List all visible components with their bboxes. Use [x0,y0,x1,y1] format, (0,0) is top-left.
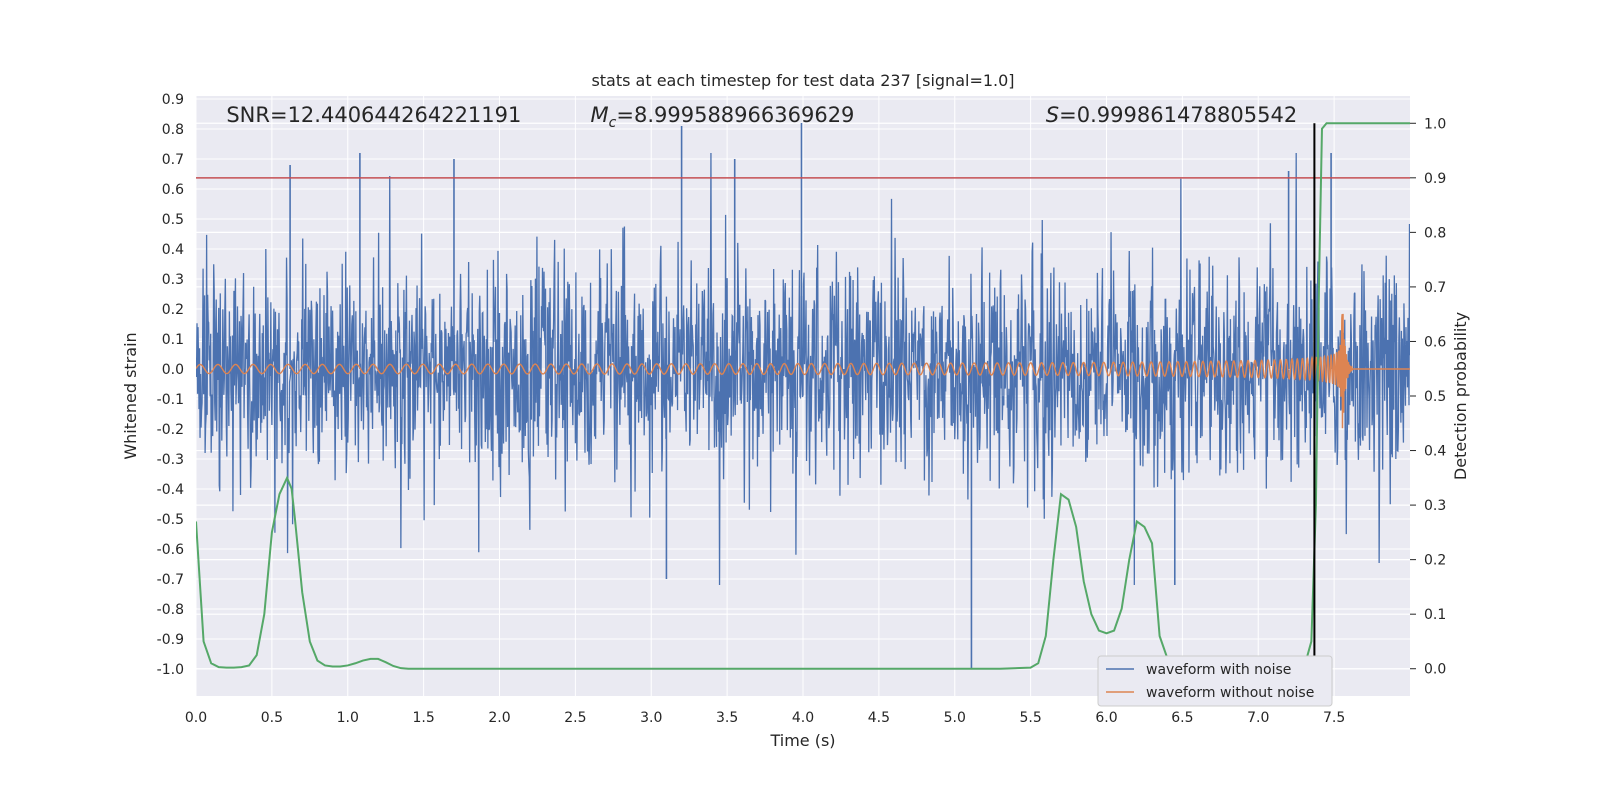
y2-tick-label: 0.7 [1424,280,1446,296]
y-tick-label: -0.6 [157,542,184,558]
y-tick-label: -0.8 [157,602,184,618]
y-tick-label: 0.3 [162,272,184,288]
x-tick-label: 1.5 [412,710,434,726]
y2-tick-label: 0.4 [1424,444,1446,460]
y-tick-label: -0.2 [157,422,184,438]
y-tick-label: 0.5 [162,212,184,228]
legend: waveform with noise waveform without noi… [1097,655,1333,707]
y2-tick-label: 0.9 [1424,171,1446,187]
series-layer [196,122,1410,670]
y-axis-ticks: 0.9 0.8 0.7 0.6 0.5 0.4 0.3 0.2 0.1 0.0 -0.1 -0.2 -0… [157,92,184,678]
chart-title: stats at each timestep for test data 237… [591,71,1014,90]
mc-subscript: c [609,115,617,131]
y2-tick-label: 0.5 [1424,389,1446,405]
y-tick-label: -0.3 [157,452,184,468]
x-tick-label: 4.5 [868,710,890,726]
y-tick-label: 0.4 [162,242,184,258]
x-tick-label: 5.5 [1019,710,1041,726]
mc-value: =8.999588966369629 [616,103,854,127]
legend-label-with-noise: waveform with noise [1146,662,1291,678]
s-annotation: S=0.999861478805542 [1046,103,1297,127]
snr-annotation: SNR=12.440644264221191 [226,103,521,127]
x-tick-label: 2.0 [488,710,510,726]
y-axis-label: Whitened strain [121,332,140,459]
chirp-mass-annotation: Mc=8.999588966369629 [591,103,855,131]
y-tick-label: -0.4 [157,482,184,498]
x-tick-label: 7.5 [1323,710,1345,726]
series-waveform-with-noise [196,152,1410,586]
mc-symbol: M [591,103,609,127]
y2-tick-label: 1.0 [1424,116,1446,132]
y-tick-label: 0.8 [162,122,184,138]
x-tick-label: 1.0 [337,710,359,726]
x-tick-label: 2.5 [564,710,586,726]
x-tick-label: 6.0 [1095,710,1117,726]
y-tick-label: 0.7 [162,152,184,168]
legend-label-without-noise: waveform without noise [1146,685,1314,701]
x-tick-label: 4.0 [792,710,814,726]
y2-tick-label: 0.3 [1424,498,1446,514]
y2-axis-label: Detection probability [1451,312,1470,480]
y-tick-label: 0.0 [162,362,184,378]
y2-tick-label: 0.6 [1424,334,1446,350]
y-tick-label: 0.1 [162,332,184,348]
y-tick-label: 0.2 [162,302,184,318]
y2-tick-label: 0.8 [1424,225,1446,241]
y-tick-label: 0.6 [162,182,184,198]
x-tick-label: 3.0 [640,710,662,726]
x-tick-label: 0.5 [261,710,283,726]
x-tick-label: 3.5 [716,710,738,726]
y2-tick-label: 0.1 [1424,607,1446,623]
x-tick-label: 6.5 [1171,710,1193,726]
legend-box [1097,655,1333,707]
y2-tick-label: 0.2 [1424,553,1446,569]
x-tick-label: 7.0 [1247,710,1269,726]
y-tick-label: -0.9 [157,632,184,648]
x-axis-ticks: 0.0 0.5 1.0 1.5 2.0 2.5 3.0 3.5 4.0 4.5 5.0 5.5 6.0 6… [185,710,1345,726]
y-tick-label: -0.1 [157,392,184,408]
y2-tick-label: 0.0 [1424,662,1446,678]
x-axis-label: Time (s) [769,731,835,750]
y-tick-label: -1.0 [157,662,184,678]
s-symbol: S [1046,103,1059,127]
y2-axis-ticks: 1.0 0.9 0.8 0.7 0.6 0.5 0.4 0.3 0.2 0.1 0.0 [1410,116,1446,678]
x-tick-label: 0.0 [185,710,207,726]
y-tick-label: -0.7 [157,572,184,588]
y-tick-label: -0.5 [157,512,184,528]
series-waveform-without-noise [196,313,1410,429]
x-tick-label: 5.0 [944,710,966,726]
s-value: =0.999861478805542 [1059,103,1297,127]
y-tick-label: 0.9 [162,92,184,108]
